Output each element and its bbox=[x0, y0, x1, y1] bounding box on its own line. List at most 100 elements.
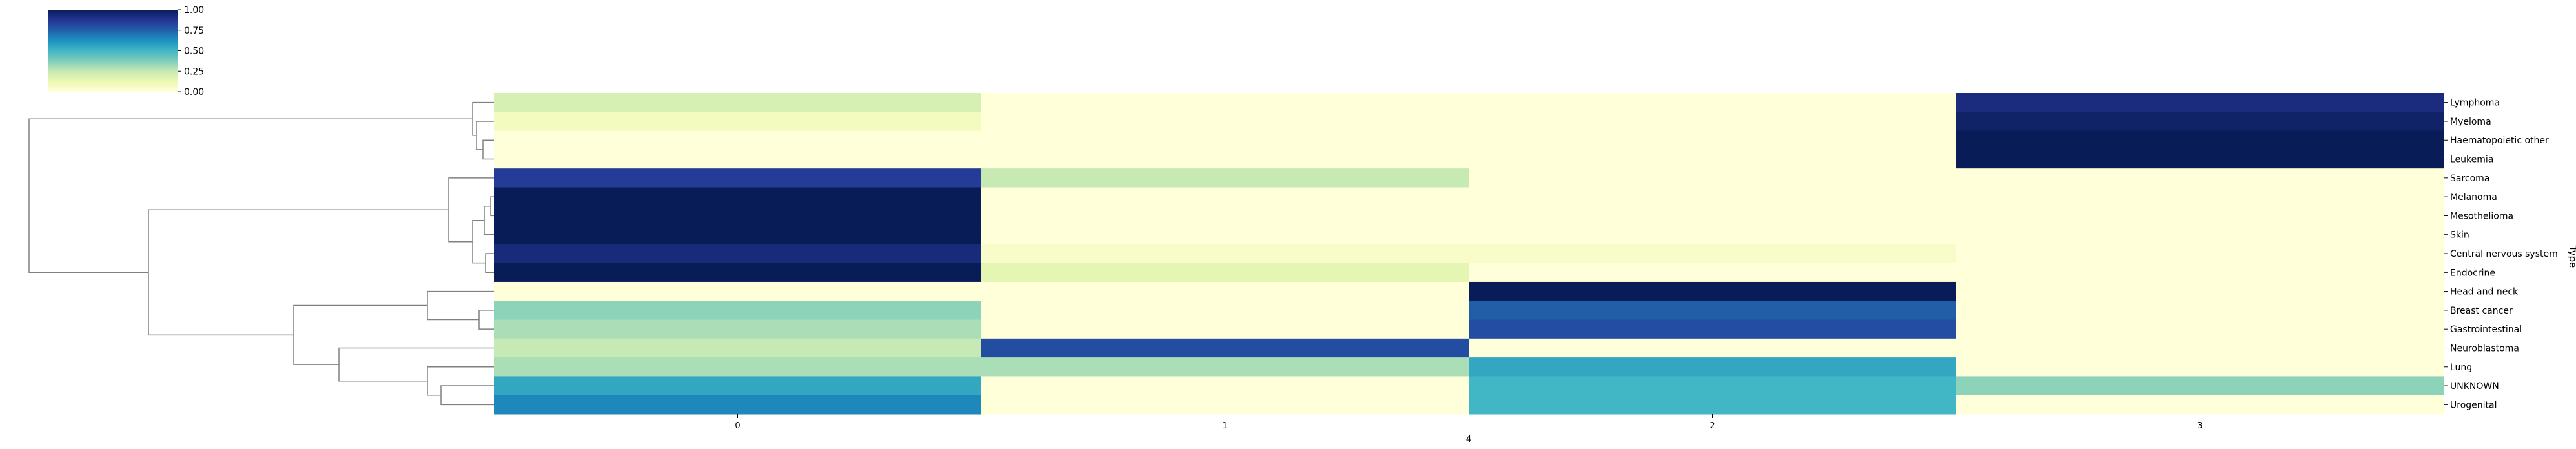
heatmap-cell-3-1 bbox=[981, 149, 1469, 169]
heatmap-cell-2-3 bbox=[1956, 130, 2444, 150]
heatmap-cell-1-2 bbox=[1469, 112, 1957, 132]
y-axis-label: Type bbox=[2567, 245, 2576, 268]
dendrogram-link bbox=[28, 118, 473, 274]
heatmap-cell-5-2 bbox=[1469, 187, 1957, 207]
y-axis-ticks: Lymphoma Myeloma Haematopoietic other Leuke… bbox=[2444, 98, 2558, 410]
heatmap-cell-16-0 bbox=[494, 395, 982, 415]
x-tick-label: 2 bbox=[1710, 421, 1715, 431]
y-tick-label: Myeloma bbox=[2450, 117, 2491, 127]
heatmap-cell-0-3 bbox=[1956, 93, 2444, 112]
heatmap-cell-14-1 bbox=[981, 357, 1469, 377]
heatmap-cell-0-0 bbox=[494, 93, 982, 112]
heatmap-cell-2-2 bbox=[1469, 130, 1957, 150]
y-tick-label: Haematopoietic other bbox=[2450, 135, 2549, 146]
dendrogram-link bbox=[293, 304, 427, 365]
dendrogram-link bbox=[448, 177, 494, 243]
heatmap-cell-9-3 bbox=[1956, 263, 2444, 283]
heatmap-cell-14-0 bbox=[494, 357, 982, 377]
heatmap-cell-7-3 bbox=[1956, 225, 2444, 244]
y-tick-label: Melanoma bbox=[2450, 192, 2497, 203]
dendrogram-link bbox=[338, 347, 494, 382]
y-tick-label: Skin bbox=[2450, 230, 2469, 241]
dendrogram-link bbox=[490, 196, 494, 217]
heatmap-cell-13-0 bbox=[494, 338, 982, 358]
heatmap-cell-11-1 bbox=[981, 301, 1469, 321]
x-tick-label: 3 bbox=[2197, 421, 2202, 431]
dendrogram-link bbox=[484, 206, 494, 235]
y-tick-label: Sarcoma bbox=[2450, 174, 2489, 184]
y-tick-label: Leukemia bbox=[2450, 155, 2493, 165]
x-tick-label: 0 bbox=[735, 421, 740, 431]
dendrogram-link bbox=[427, 290, 494, 321]
colorbar-ticks: 0.00 0.25 0.50 0.75 1.00 bbox=[178, 5, 204, 97]
heatmap-cell-9-2 bbox=[1469, 263, 1957, 283]
heatmap-cell-12-3 bbox=[1956, 319, 2444, 339]
heatmap-cell-12-1 bbox=[981, 319, 1469, 339]
heatmap-cell-12-0 bbox=[494, 319, 982, 339]
heatmap-cell-11-2 bbox=[1469, 301, 1957, 321]
heatmap-cell-4-0 bbox=[494, 168, 982, 188]
heatmap-cell-0-2 bbox=[1469, 93, 1957, 112]
heatmap-cell-16-1 bbox=[981, 395, 1469, 415]
heatmap-cell-4-3 bbox=[1956, 168, 2444, 188]
dendrogram-link bbox=[485, 253, 494, 274]
dendrogram-link bbox=[478, 310, 494, 330]
heatmap-cell-7-1 bbox=[981, 225, 1469, 244]
heatmap-cell-6-3 bbox=[1956, 206, 2444, 226]
heatmap-cell-15-1 bbox=[981, 376, 1469, 396]
dendrogram-link bbox=[148, 209, 449, 336]
row-dendrogram bbox=[28, 101, 494, 406]
heatmap-cell-1-3 bbox=[1956, 112, 2444, 132]
colorbar-tick-label: 0.75 bbox=[184, 26, 204, 36]
heatmap-cell-9-0 bbox=[494, 263, 982, 283]
y-tick-label: Breast cancer bbox=[2450, 306, 2513, 316]
dendrogram-link bbox=[476, 121, 494, 150]
dendrogram-link bbox=[440, 385, 494, 406]
heatmap-cell-7-2 bbox=[1469, 225, 1957, 244]
heatmap-cell-14-3 bbox=[1956, 357, 2444, 377]
heatmap-cell-6-0 bbox=[494, 206, 982, 226]
heatmap-cell-11-0 bbox=[494, 301, 982, 321]
heatmap-cell-6-2 bbox=[1469, 206, 1957, 226]
heatmap-cell-9-1 bbox=[981, 263, 1469, 283]
heatmap-cell-8-3 bbox=[1956, 244, 2444, 264]
heatmap-cell-14-2 bbox=[1469, 357, 1957, 377]
dendrogram-link bbox=[472, 219, 486, 264]
colorbar-tick-label: 1.00 bbox=[184, 5, 204, 15]
heatmap-cell-15-2 bbox=[1469, 376, 1957, 396]
heatmap-cell-5-1 bbox=[981, 187, 1469, 207]
heatmap-cell-8-0 bbox=[494, 244, 982, 264]
heatmap-cell-3-2 bbox=[1469, 149, 1957, 169]
colorbar: 0.00 0.25 0.50 0.75 1.00 bbox=[48, 5, 204, 97]
heatmap-cell-1-0 bbox=[494, 112, 982, 132]
heatmap-cell-10-1 bbox=[981, 281, 1469, 301]
x-axis-label: 4 bbox=[1466, 435, 1471, 444]
heatmap-cell-15-3 bbox=[1956, 376, 2444, 396]
dendrogram-link bbox=[427, 366, 494, 396]
heatmap-cell-2-0 bbox=[494, 130, 982, 150]
heatmap-cell-7-0 bbox=[494, 225, 982, 244]
heatmap-cell-8-1 bbox=[981, 244, 1469, 264]
colorbar-gradient bbox=[48, 10, 178, 92]
heatmap-cell-12-2 bbox=[1469, 319, 1957, 339]
heatmap-cell-3-0 bbox=[494, 149, 982, 169]
y-tick-label: Urogenital bbox=[2450, 400, 2497, 410]
heatmap-cell-0-1 bbox=[981, 93, 1469, 112]
heatmap-cell-2-1 bbox=[981, 130, 1469, 150]
heatmap-cell-15-0 bbox=[494, 376, 982, 396]
y-tick-label: Lung bbox=[2450, 363, 2472, 373]
heatmap-cell-13-3 bbox=[1956, 338, 2444, 358]
colorbar-tick-label: 0.25 bbox=[184, 66, 204, 77]
y-tick-label: Mesothelioma bbox=[2450, 211, 2513, 221]
y-tick-label: Endocrine bbox=[2450, 268, 2495, 278]
heatmap-cells bbox=[494, 93, 2444, 415]
y-tick-label: Central nervous system bbox=[2450, 249, 2558, 259]
x-tick-label: 1 bbox=[1222, 421, 1227, 431]
heatmap-cell-4-2 bbox=[1469, 168, 1957, 188]
heatmap-cell-13-2 bbox=[1469, 338, 1957, 358]
heatmap-cell-10-2 bbox=[1469, 281, 1957, 301]
heatmap-cell-1-1 bbox=[981, 112, 1469, 132]
heatmap-cell-10-3 bbox=[1956, 281, 2444, 301]
dendrogram-link bbox=[472, 101, 494, 136]
